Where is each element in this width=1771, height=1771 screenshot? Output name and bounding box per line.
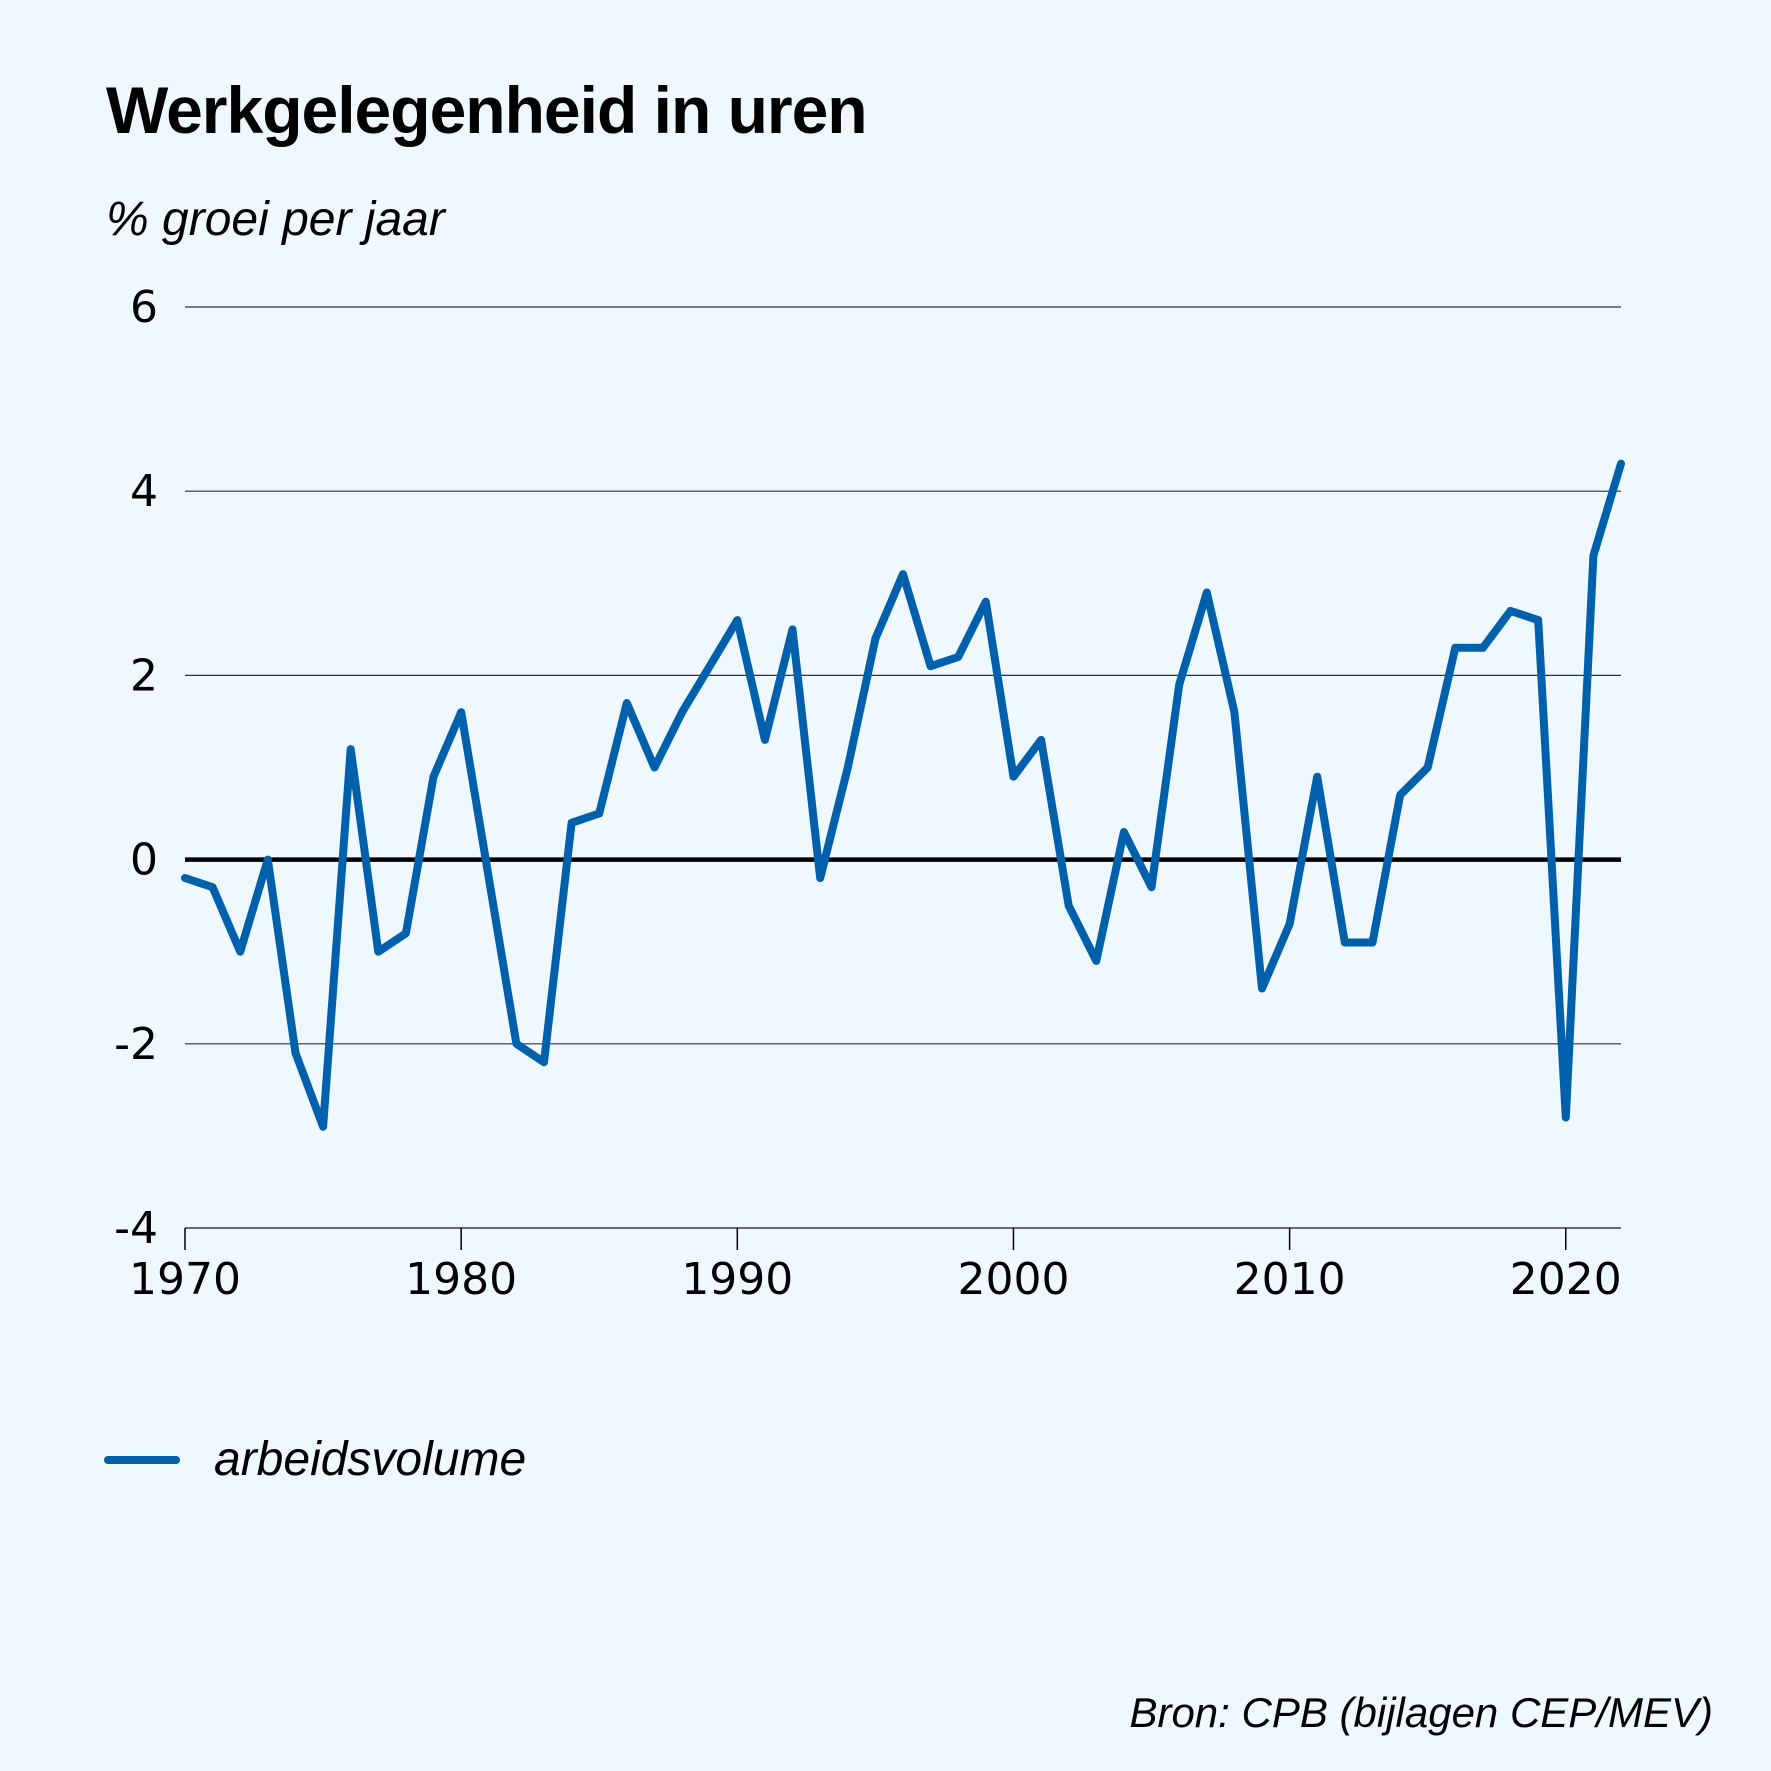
x-tick-label: 2000	[957, 1254, 1069, 1305]
source-note: Bron: CPB (bijlagen CEP/MEV)	[1129, 1689, 1713, 1736]
series-line-arbeidsvolume	[181, 459, 1625, 1131]
y-tick-label: 6	[130, 282, 158, 333]
gridlines	[185, 306, 1621, 1229]
y-tick-label: 4	[130, 466, 158, 517]
legend-swatch	[104, 1455, 180, 1464]
legend-label: arbeidsvolume	[214, 1433, 527, 1486]
y-tick-label: 2	[130, 650, 158, 701]
chart-title: Werkgelegenheid in uren	[106, 73, 868, 147]
x-tick-label: 1970	[129, 1254, 241, 1305]
series-lines	[181, 459, 1625, 1131]
legend: arbeidsvolume	[104, 1432, 526, 1487]
x-tick-label: 2020	[1510, 1254, 1622, 1305]
x-axis	[184, 1227, 1621, 1250]
y-tick-label: 0	[130, 835, 158, 886]
x-tick-labels: 1970 1980 1990 2000 2010 2020	[129, 1254, 1622, 1305]
y-axis-label: % groei per jaar	[106, 193, 445, 246]
y-tick-label: -2	[114, 1019, 158, 1070]
y-tick-label: -4	[114, 1203, 158, 1254]
x-tick-label: 1990	[681, 1254, 793, 1305]
x-tick-label: 2010	[1234, 1254, 1346, 1305]
y-tick-labels: -4 -2 0 2 4 6	[114, 282, 158, 1254]
x-tick-label: 1980	[405, 1254, 517, 1305]
